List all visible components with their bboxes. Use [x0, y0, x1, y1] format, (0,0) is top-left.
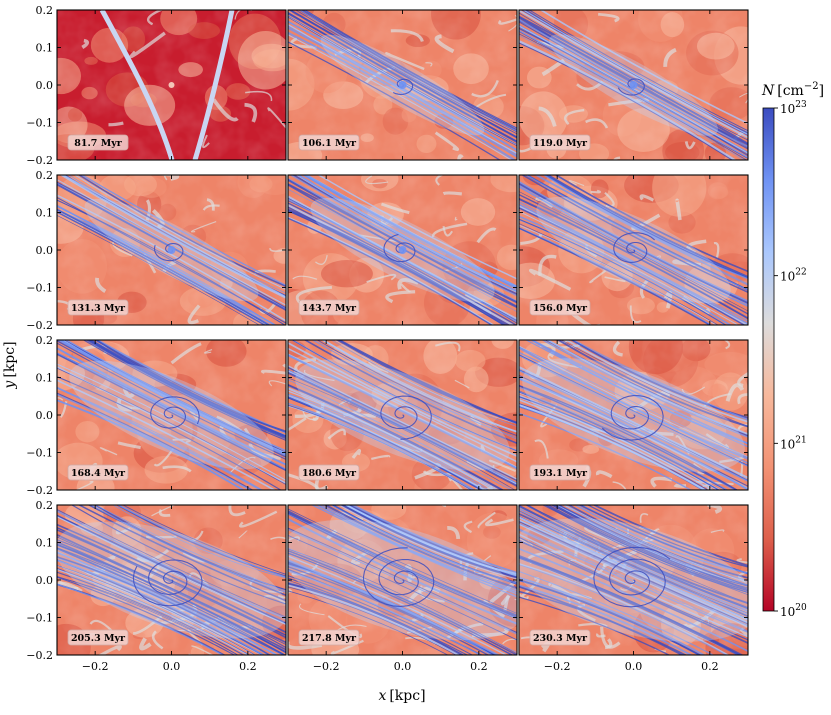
y-tick-label: 0.0	[36, 79, 54, 92]
time-label: 230.3 Myr	[529, 629, 591, 646]
colorbar-tick-label: 1023	[780, 100, 807, 116]
y-tick-label: 0.2	[36, 169, 54, 182]
time-label: 156.0 Myr	[529, 299, 591, 316]
y-tick-label: 0.0	[36, 244, 54, 257]
y-tick-label: −0.2	[26, 484, 53, 497]
time-label-text: 156.0 Myr	[533, 303, 588, 314]
time-label-text: 217.8 Myr	[302, 633, 357, 644]
y-tick-label: 0.0	[36, 574, 54, 587]
x-tick-label: 0.0	[625, 660, 643, 673]
panel-ticks	[288, 9, 517, 161]
panel: 106.1 Myr	[287, 9, 518, 161]
y-tick-label: −0.1	[26, 282, 53, 295]
density-map	[288, 10, 517, 160]
density-map	[288, 340, 517, 490]
density-map	[288, 175, 517, 325]
time-label-text: 180.6 Myr	[302, 468, 357, 479]
y-tick-label: 0.1	[36, 537, 54, 550]
time-label-text: 131.3 Myr	[71, 303, 126, 314]
y-tick-label: 0.0	[36, 409, 54, 422]
x-tick-label: −0.2	[82, 660, 109, 673]
x-tick-label: −0.2	[544, 660, 571, 673]
time-label: 143.7 Myr	[298, 299, 360, 316]
panel-ticks	[519, 9, 748, 161]
panel: 217.8 Myr −0.2 0.0 0.2	[287, 504, 518, 673]
time-label: 131.3 Myr	[67, 299, 129, 316]
time-label-text: 106.1 Myr	[302, 138, 357, 149]
panel: 143.7 Myr	[287, 174, 518, 326]
panel: 193.1 Myr	[518, 339, 749, 491]
time-label-text: 230.3 Myr	[533, 633, 588, 644]
y-tick-label: −0.1	[26, 117, 53, 130]
colorbar-tick-label: 1022	[780, 268, 807, 284]
x-axis-label: x [kpc]	[378, 688, 425, 704]
panel-ticks: −0.2 −0.1 0.0 0.1 0.2	[26, 334, 286, 497]
time-label: 168.4 Myr	[67, 464, 129, 481]
y-tick-label: 0.2	[36, 4, 54, 17]
y-tick-label: −0.1	[26, 447, 53, 460]
panel: 205.3 Myr −0.2 0.0 0.2 −0.2 −0.1 0.0 0.1 0.2	[26, 499, 287, 673]
y-tick-label: 0.1	[36, 207, 54, 220]
time-label-text: 143.7 Myr	[302, 303, 357, 314]
time-label-text: 119.0 Myr	[533, 138, 588, 149]
time-label-text: 205.3 Myr	[71, 633, 126, 644]
panel-ticks	[519, 174, 748, 326]
y-tick-label: −0.2	[26, 319, 53, 332]
x-tick-label: 0.2	[701, 660, 719, 673]
colorbar-gradient	[762, 107, 775, 612]
panel-ticks: −0.2 0.0 0.2	[288, 504, 517, 673]
y-tick-label: −0.1	[26, 612, 53, 625]
y-tick-label: −0.2	[26, 154, 53, 167]
colorbar: N [cm−2] 1020 1021 1022 1023	[761, 81, 824, 619]
density-map	[57, 175, 286, 325]
colorbar-tick-label: 1021	[780, 435, 807, 451]
panel-ticks	[288, 174, 517, 326]
panel-ticks	[288, 339, 517, 491]
panel: 156.0 Myr	[518, 174, 749, 326]
panel: 180.6 Myr	[287, 339, 518, 491]
panel: 230.3 Myr −0.2 0.0 0.2	[518, 504, 749, 673]
panel-ticks: −0.2 0.0 0.2	[519, 504, 748, 673]
panel: 131.3 Myr −0.2 −0.1 0.0 0.1 0.2	[26, 169, 287, 332]
density-map	[519, 340, 748, 490]
time-label: 81.7 Myr	[67, 134, 129, 151]
time-label: 193.1 Myr	[529, 464, 591, 481]
time-label: 119.0 Myr	[529, 134, 591, 151]
y-tick-label: 0.2	[36, 499, 54, 512]
y-tick-label: 0.1	[36, 42, 54, 55]
colorbar-tick-label: 1020	[780, 603, 807, 619]
x-tick-label: −0.2	[313, 660, 340, 673]
x-tick-label: 0.2	[239, 660, 257, 673]
colorbar-label: N [cm−2]	[761, 81, 824, 99]
axis-labels: x [kpc] y[kpc]	[2, 341, 426, 704]
y-tick-label: −0.2	[26, 649, 53, 662]
density-map	[519, 505, 748, 655]
panel: 168.4 Myr −0.2 −0.1 0.0 0.1 0.2	[26, 334, 287, 497]
x-tick-label: 0.0	[394, 660, 412, 673]
density-map	[519, 175, 748, 325]
panel-grid: 81.7 Myr −0.2 −0.1 0.0 0.1 0.2 106.1 Myr 119.0 …	[26, 4, 749, 673]
density-map	[57, 10, 286, 160]
time-label-text: 168.4 Myr	[71, 468, 126, 479]
y-tick-label: 0.2	[36, 334, 54, 347]
time-label: 106.1 Myr	[298, 134, 360, 151]
panel: 119.0 Myr	[518, 9, 749, 161]
panel: 81.7 Myr −0.2 −0.1 0.0 0.1 0.2	[26, 4, 287, 167]
time-label: 217.8 Myr	[298, 629, 360, 646]
x-tick-label: 0.0	[163, 660, 181, 673]
time-label: 205.3 Myr	[67, 629, 129, 646]
panel-ticks: −0.2 0.0 0.2 −0.2 −0.1 0.0 0.1 0.2	[26, 499, 286, 673]
y-axis-label: y[kpc]	[2, 341, 18, 389]
time-label: 180.6 Myr	[298, 464, 360, 481]
x-tick-label: 0.2	[470, 660, 488, 673]
panel-ticks: −0.2 −0.1 0.0 0.1 0.2	[26, 169, 286, 332]
panel-ticks	[519, 339, 748, 491]
y-tick-label: 0.1	[36, 372, 54, 385]
time-label-text: 81.7 Myr	[74, 138, 122, 149]
time-label-text: 193.1 Myr	[533, 468, 588, 479]
panel-ticks: −0.2 −0.1 0.0 0.1 0.2	[26, 4, 286, 167]
